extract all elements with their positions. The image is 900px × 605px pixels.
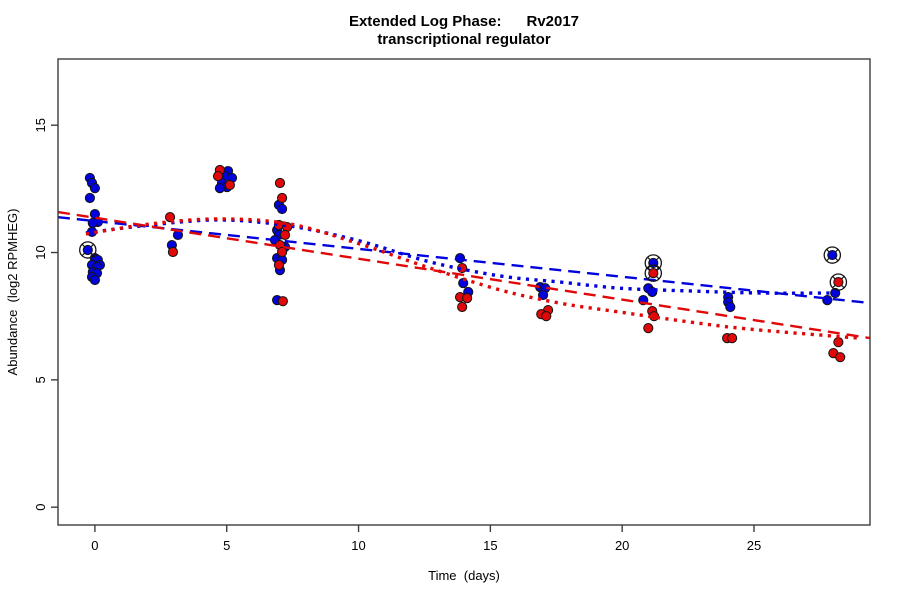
blue-condition-circled-point [827, 249, 838, 261]
plot-area: 0 5 10 15 20 25 0 5 10 15 [33, 58, 871, 553]
red-condition-point [457, 301, 468, 313]
red-condition-point [279, 229, 291, 241]
red-condition-point [276, 246, 288, 258]
red-condition-point [643, 323, 654, 334]
x-tick-label: 10 [351, 538, 365, 553]
red-condition-circled-point [833, 276, 844, 288]
y-tick-label: 0 [33, 504, 48, 511]
red-smooth-fit-dotted-line [85, 217, 859, 340]
x-tick-label: 0 [91, 538, 98, 553]
x-axis-label: Time (days) [428, 568, 500, 583]
y-tick-label: 10 [33, 245, 48, 259]
blue-condition-point [89, 183, 101, 194]
flag-ring-icon [79, 241, 97, 259]
flag-ring-icon [644, 264, 663, 282]
chart-title-line1: Extended Log Phase: Rv2017 [349, 13, 579, 30]
y-axis-label: Abundance (log2 RPMHEG) [5, 209, 20, 376]
flag-ring-icon [829, 273, 848, 291]
flag-ring-icon [823, 246, 842, 264]
x-tick-label: 25 [747, 538, 761, 553]
red-condition-point [835, 352, 846, 363]
plot-border [57, 58, 871, 526]
blue-condition-point [89, 274, 101, 286]
blue-condition-circled-point [82, 244, 93, 256]
blue-condition-point [84, 192, 96, 204]
blue-smooth-fit-dotted-line [85, 218, 836, 295]
y-tick-label: 15 [33, 118, 48, 132]
blue-condition-point [276, 203, 288, 215]
red-condition-point [224, 179, 235, 191]
red-condition-point [212, 171, 224, 182]
red-condition-point [833, 337, 844, 348]
red-condition-point [273, 259, 285, 271]
red-condition-point [727, 332, 738, 344]
red-condition-point [276, 192, 288, 204]
x-tick-label: 5 [223, 538, 230, 553]
red-linear-fit-dashed-line [57, 210, 871, 340]
red-condition-circled-point [648, 268, 659, 279]
y-tick-label: 5 [33, 376, 48, 383]
red-condition-point [164, 212, 176, 223]
x-tick-label: 20 [615, 538, 629, 553]
blue-condition-point [214, 183, 225, 194]
x-tick-label: 15 [483, 538, 497, 553]
red-condition-point [274, 177, 286, 189]
red-condition-point [167, 246, 179, 258]
red-condition-point [541, 311, 552, 322]
blue-condition-point [537, 289, 549, 301]
red-condition-point [277, 296, 288, 307]
blue-condition-point [725, 301, 736, 313]
blue-condition-point [87, 217, 98, 229]
red-condition-point [462, 293, 473, 304]
chart-title-line2: transcriptional regulator [377, 31, 551, 48]
